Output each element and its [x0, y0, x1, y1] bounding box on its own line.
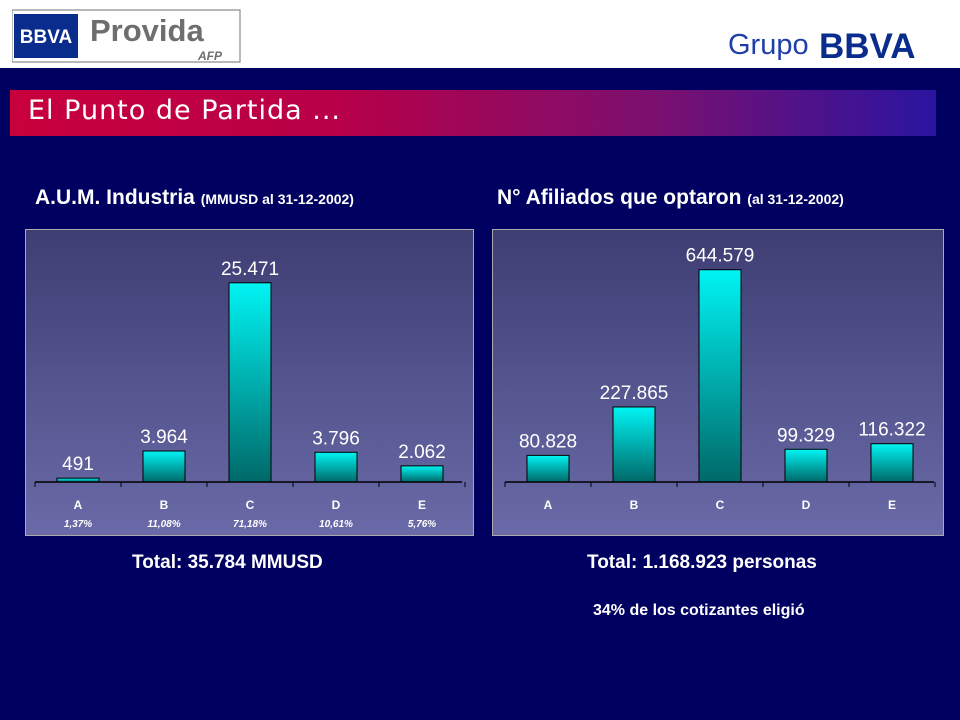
afiliados-chart-subtitle: (al 31-12-2002): [747, 191, 844, 207]
category-label-B: B: [160, 498, 169, 512]
percent-label-E: 5,76%: [408, 519, 436, 530]
category-label-E: E: [888, 498, 896, 512]
value-label-E: 116.322: [858, 420, 925, 441]
bbva-logo: BBVA: [819, 27, 916, 64]
banner-title: El Punto de Partida ...: [28, 95, 342, 126]
afiliados-total: Total: 1.168.923 personas: [587, 552, 817, 573]
bar-C: [228, 282, 272, 483]
value-label-B: 227.865: [600, 383, 669, 404]
grupo-text: Grupo: [728, 28, 809, 61]
aum-chart-subtitle: (MMUSD al 31-12-2002): [200, 191, 354, 207]
provida-logo: BBVA Provida AFP: [12, 9, 241, 63]
category-label-C: C: [716, 498, 725, 512]
bar-D: [784, 448, 828, 483]
aum-chart-title-main: A.U.M. Industria: [35, 186, 201, 209]
percent-label-B: 11,08%: [147, 519, 180, 530]
bbva-badge-logo: [14, 14, 78, 58]
percent-label-C: 71,18%: [233, 519, 267, 530]
bar-A: [526, 454, 570, 483]
aum-chart-title: A.U.M. Industria (MMUSD al 31-12-2002): [35, 186, 354, 210]
cotizantes-note: 34% de los cotizantes eligió: [593, 602, 805, 619]
header: BBVA Provida AFP Grupo BBVA: [0, 0, 960, 68]
category-label-A: A: [74, 498, 83, 512]
value-label-C: 644.579: [686, 246, 755, 267]
logo-sub-text: AFP: [197, 49, 223, 63]
section-banner: El Punto de Partida ...: [10, 90, 936, 136]
category-label-D: D: [332, 498, 341, 512]
bar-E: [400, 465, 444, 483]
bar-E: [870, 443, 914, 483]
bar-D: [314, 451, 358, 483]
percent-label-A: 1,37%: [64, 519, 92, 530]
value-label-C: 25.471: [221, 259, 279, 280]
bar-C: [698, 269, 742, 483]
afiliados-chart-title-main: N° Afiliados que optaron: [497, 186, 748, 209]
logo-badge-text: BBVA: [20, 27, 73, 48]
category-label-A: A: [544, 498, 553, 512]
value-label-B: 3.964: [140, 427, 188, 448]
category-label-B: B: [630, 498, 639, 512]
logo-brand-text: Provida: [90, 13, 204, 48]
value-label-A: 80.828: [519, 431, 577, 452]
value-label-D: 99.329: [777, 425, 835, 446]
value-label-D: 3.796: [312, 428, 360, 449]
category-label-E: E: [418, 498, 426, 512]
category-label-C: C: [246, 498, 255, 512]
aum-total: Total: 35.784 MMUSD: [132, 552, 323, 573]
afiliados-chart-title: N° Afiliados que optaron (al 31-12-2002): [497, 186, 844, 210]
bbva-logo-text: BBVA: [819, 27, 916, 64]
grupo-bbva: Grupo BBVA: [728, 26, 927, 64]
value-label-A: 491: [62, 454, 94, 475]
bar-B: [612, 406, 656, 483]
value-label-E: 2.062: [398, 442, 446, 463]
afiliados-bar-chart: 80.828 A 227.865 B 644.579 C 99.329 D 116.322 E: [492, 229, 944, 536]
category-label-D: D: [802, 498, 811, 512]
bar-B: [142, 450, 186, 483]
percent-label-D: 10,61%: [319, 519, 353, 530]
aum-bar-chart: 491 A 1,37% 3.964 B 11,08% 25.471 C 71,18% 3.796 D…: [25, 229, 474, 536]
